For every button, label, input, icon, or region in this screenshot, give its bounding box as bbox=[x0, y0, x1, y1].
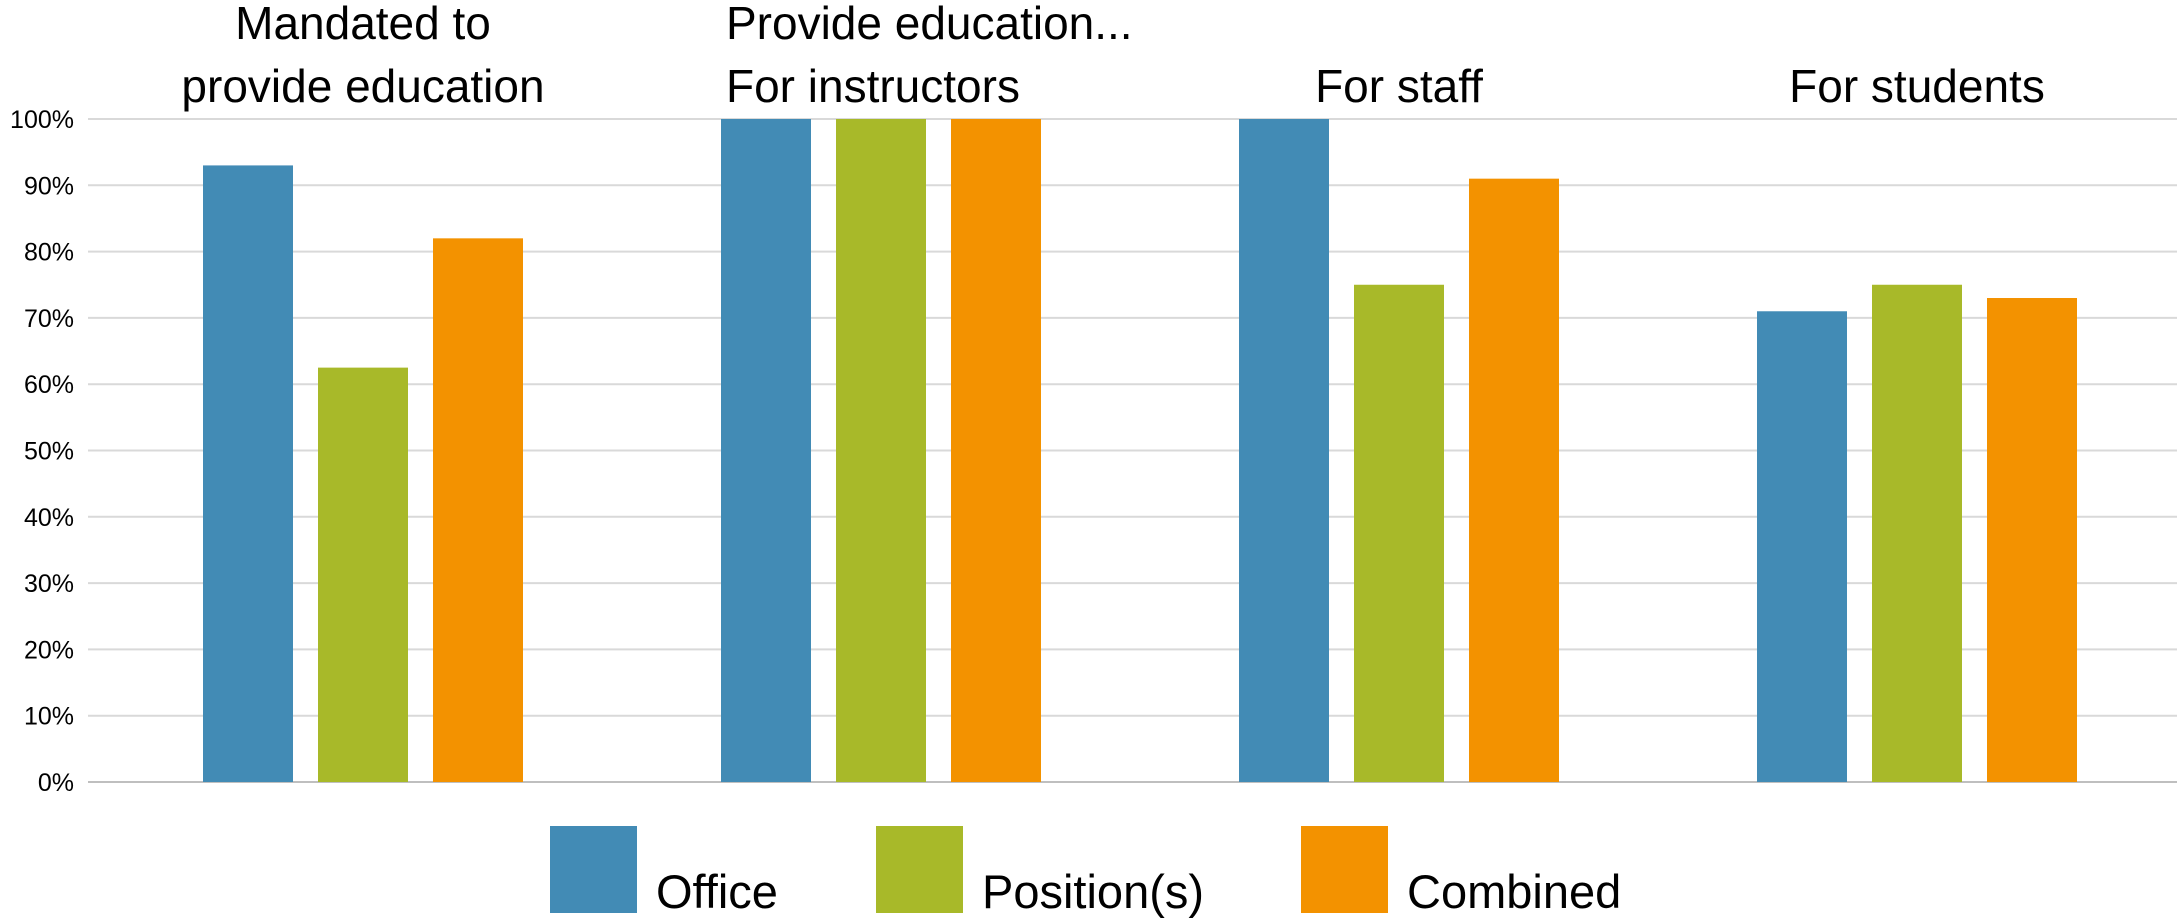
bar-position-s bbox=[1354, 284, 1444, 782]
y-tick-label: 90% bbox=[24, 172, 74, 200]
y-tick-label: 80% bbox=[24, 239, 74, 267]
y-tick-label: 20% bbox=[24, 636, 74, 664]
y-tick-label: 70% bbox=[24, 305, 74, 333]
bar-combined bbox=[433, 238, 523, 783]
bar-office bbox=[721, 119, 811, 782]
category-label: For instructors bbox=[726, 60, 1020, 112]
y-tick-label: 60% bbox=[24, 371, 74, 399]
category-label: For students bbox=[1789, 60, 2045, 112]
legend-swatch bbox=[1301, 826, 1388, 913]
category-label: Mandated to bbox=[235, 0, 491, 49]
bar-combined bbox=[1469, 178, 1559, 783]
legend-swatch bbox=[876, 826, 963, 913]
y-axis: 0% 10% 20% 30% 40% 50% 60% 70% 80% 90% 100% bbox=[10, 106, 74, 797]
y-tick-label: 10% bbox=[24, 703, 74, 731]
bar-combined bbox=[1987, 298, 2077, 782]
category-label: provide education bbox=[181, 60, 544, 112]
y-tick-label: 50% bbox=[24, 438, 74, 466]
y-tick-label: 30% bbox=[24, 570, 74, 598]
legend-swatch bbox=[550, 826, 637, 913]
y-tick-label: 100% bbox=[10, 106, 74, 134]
bar-office bbox=[203, 165, 293, 782]
bar-office bbox=[1239, 119, 1329, 782]
bar-position-s bbox=[1872, 284, 1962, 782]
category-labels: Mandated to provide education Provide educ… bbox=[181, 0, 2044, 112]
bar-combined bbox=[951, 119, 1041, 782]
category-label: For staff bbox=[1315, 60, 1483, 112]
legend-label: Office bbox=[656, 865, 778, 918]
category-label: Provide education... bbox=[726, 0, 1133, 49]
legend-label: Position(s) bbox=[982, 865, 1204, 918]
legend-label: Combined bbox=[1407, 865, 1621, 918]
legend: Office Position(s) Combined bbox=[550, 826, 1621, 918]
bars bbox=[203, 119, 2077, 783]
y-tick-label: 0% bbox=[38, 769, 74, 797]
bar-office bbox=[1757, 311, 1847, 782]
bar-position-s bbox=[318, 367, 408, 782]
bar-position-s bbox=[836, 119, 926, 782]
y-tick-label: 40% bbox=[24, 504, 74, 532]
